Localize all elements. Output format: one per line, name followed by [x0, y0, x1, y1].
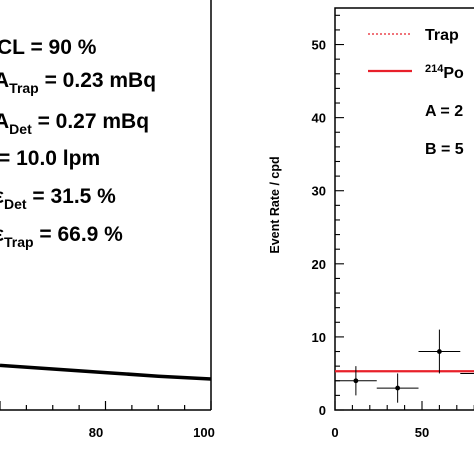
annotation-eps-trap-part: ε: [0, 223, 4, 246]
right-x-tick-label: 50: [415, 425, 429, 440]
annotation-flow: = 10.0 lpm: [0, 147, 100, 170]
right-y-tick-labels: 0 10 20 30 40 50: [312, 38, 326, 418]
data-point: [376, 373, 419, 403]
annotation-B-part: B = 5: [425, 141, 464, 158]
annotation-eps-det-part: ε: [0, 185, 4, 208]
annotation-cl-part: CL = 90 %: [0, 36, 97, 59]
legend-po214-superscript: 214: [425, 63, 444, 75]
right-y-tick-label: 50: [312, 38, 326, 53]
right-annotations: A = 2 B = 5: [425, 103, 464, 158]
right-y-tick-label: 30: [312, 184, 326, 199]
left-x-tick-label: 80: [89, 425, 103, 440]
right-x-tick-labels: 0 50: [331, 425, 429, 440]
data-point: [460, 372, 474, 374]
legend-po214-text: Po: [443, 65, 464, 82]
annotation-a-trap-part: Trap: [9, 80, 39, 96]
annotation-B: B = 5: [425, 141, 464, 158]
right-x-tick-label: 0: [331, 425, 338, 440]
annotation-cl: CL = 90 %: [0, 36, 97, 59]
annotation-eps-det: εDet = 31.5 %: [0, 185, 116, 212]
legend: Trap 214Po: [368, 27, 464, 82]
annotation-a-det-part: Det: [9, 121, 32, 137]
data-point: [335, 366, 377, 396]
annotation-a-trap: ATrap = 0.23 mBq: [0, 69, 156, 96]
right-plot-frame: [334, 7, 474, 411]
legend-trap-label: Trap: [425, 27, 459, 44]
left-x-tick-labels: 80 100: [89, 425, 215, 440]
annotation-a-trap-part: A: [0, 69, 9, 92]
right-panel: Event Rate / cpd 0 10 20 30 40 50 0 50 Trap 214…: [268, 7, 474, 440]
right-y-axis-label: Event Rate / cpd: [268, 156, 282, 253]
left-x-tick-label: 100: [193, 425, 215, 440]
data-point: [418, 329, 461, 374]
data-marker: [437, 349, 442, 354]
annotation-a-det-part: A: [0, 110, 9, 133]
annotation-A-part: A = 2: [425, 103, 463, 120]
annotation-eps-det-part: = 31.5 %: [27, 185, 117, 208]
right-y-tick-label: 0: [319, 403, 326, 418]
legend-po214-label: 214Po: [425, 63, 464, 82]
left-series-line: [0, 363, 212, 381]
data-marker: [395, 385, 401, 391]
annotation-a-trap-part: = 0.23 mBq: [39, 69, 156, 92]
annotation-eps-det-part: Det: [4, 196, 27, 212]
data-marker: [353, 378, 359, 384]
right-y-tick-label: 20: [312, 257, 326, 272]
annotation-eps-trap: εTrap = 66.9 %: [0, 223, 123, 250]
left-x-ticks: [0, 401, 212, 410]
annotation-a-det: ADet = 0.27 mBq: [0, 110, 149, 137]
annotation-a-det-part: = 0.27 mBq: [32, 110, 149, 133]
data-points: [335, 329, 474, 403]
right-y-tick-label: 10: [312, 330, 326, 345]
right-y-tick-label: 40: [312, 111, 326, 126]
right-x-ticks: [334, 401, 474, 410]
annotation-A: A = 2: [425, 103, 463, 120]
annotation-eps-trap-part: = 66.9 %: [34, 223, 124, 246]
annotation-eps-trap-part: Trap: [4, 234, 34, 250]
right-y-ticks: [335, 14, 344, 411]
annotation-flow-part: = 10.0 lpm: [0, 147, 100, 170]
